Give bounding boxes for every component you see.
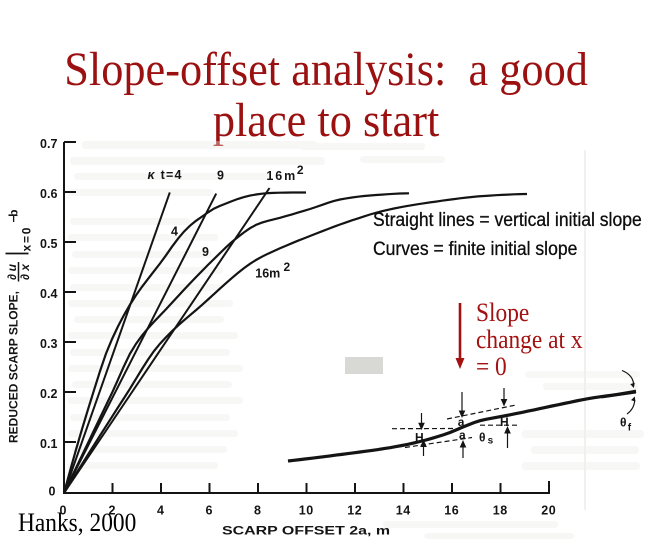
svg-text:10: 10	[299, 503, 314, 517]
svg-text:4: 4	[157, 503, 164, 517]
svg-text:2: 2	[284, 260, 291, 274]
svg-text:0.2: 0.2	[40, 387, 58, 401]
svg-text:0.5: 0.5	[40, 237, 58, 251]
svg-text:12: 12	[347, 503, 362, 517]
svg-text:18: 18	[493, 503, 508, 517]
svg-text:H: H	[500, 415, 509, 429]
svg-text:SCARP OFFSET 2a, m: SCARP OFFSET 2a, m	[222, 524, 390, 538]
svg-text:2: 2	[297, 163, 304, 177]
svg-text:0.6: 0.6	[40, 187, 58, 201]
svg-text:20: 20	[541, 503, 556, 517]
svg-text:6: 6	[206, 503, 213, 517]
svg-text:∂x: ∂x	[18, 263, 32, 280]
svg-text:2: 2	[109, 503, 116, 517]
svg-text:9: 9	[217, 169, 224, 183]
svg-text:θ: θ	[620, 416, 627, 430]
svg-text:16m: 16m	[255, 267, 280, 281]
svg-text:0.3: 0.3	[40, 337, 58, 351]
svg-text:4: 4	[171, 225, 178, 239]
svg-text:a: a	[458, 415, 465, 429]
svg-text:16: 16	[444, 503, 459, 517]
svg-text:a: a	[459, 428, 466, 442]
svg-text:x=0: x=0	[20, 227, 34, 251]
svg-text:0: 0	[49, 485, 56, 499]
svg-text:0.4: 0.4	[40, 287, 58, 301]
svg-text:0.7: 0.7	[40, 137, 58, 151]
svg-text:−b: −b	[7, 210, 21, 223]
svg-text:14: 14	[396, 503, 411, 517]
svg-text:0: 0	[60, 503, 67, 517]
svg-text:s: s	[488, 436, 494, 447]
svg-text:0.1: 0.1	[40, 437, 58, 451]
svg-text:H: H	[415, 431, 424, 445]
svg-text:9: 9	[202, 245, 209, 259]
svg-text:16m: 16m	[266, 169, 295, 183]
svg-text:∂u: ∂u	[5, 263, 19, 280]
svg-text:8: 8	[254, 503, 261, 517]
svg-text:κ t=4: κ t=4	[148, 168, 182, 182]
svg-text:f: f	[628, 423, 632, 434]
svg-text:REDUCED SCARP SLOPE,: REDUCED SCARP SLOPE,	[7, 291, 21, 443]
svg-text:θ: θ	[479, 431, 486, 445]
